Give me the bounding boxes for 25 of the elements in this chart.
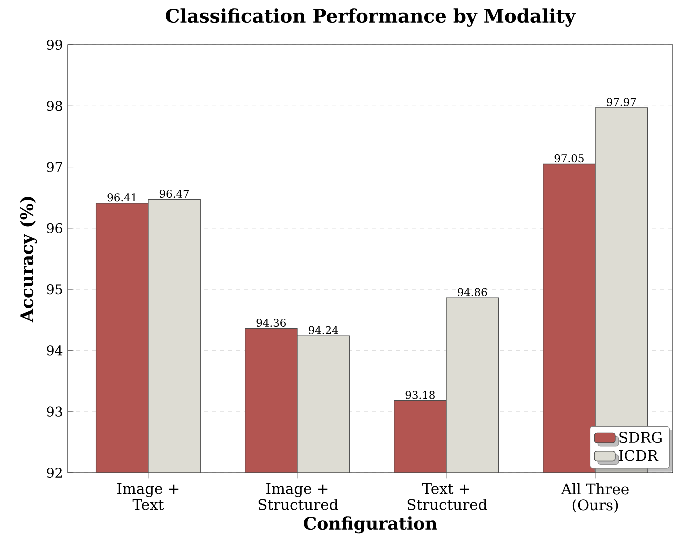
y-tick-label: 92 [47, 468, 62, 478]
x-axis-title: Configuration [304, 516, 438, 534]
data-label: 96.47 [160, 190, 190, 198]
x-tick-label: All Three (Ours) [561, 483, 629, 513]
y-tick-label: 95 [47, 284, 62, 295]
y-tick-label: 96 [47, 223, 62, 234]
legend-label: ICDR [619, 450, 659, 462]
x-tick-label: Image + Text [118, 483, 179, 510]
data-label: 96.41 [108, 194, 136, 202]
y-tick-label: 94 [47, 346, 63, 356]
x-tick-label: Image + Structured [258, 483, 338, 510]
y-tick-label: 93 [47, 406, 62, 417]
x-tick-label: Text + Structured [408, 483, 488, 510]
data-label: 97.05 [554, 154, 584, 163]
y-axis-title: Accuracy (%) [20, 197, 38, 323]
y-tick-label: 98 [47, 101, 62, 112]
y-tick-label: 99 [47, 40, 62, 50]
chart-title: Classification Performance by Modality [166, 8, 576, 27]
data-label: 94.86 [458, 288, 488, 296]
data-label: 94.24 [308, 326, 338, 334]
legend-label: SDRG [620, 432, 662, 444]
data-label: 97.97 [607, 98, 636, 106]
data-label: 93.18 [406, 391, 435, 400]
y-tick-label: 97 [47, 162, 62, 172]
data-label: 94.36 [256, 318, 286, 328]
